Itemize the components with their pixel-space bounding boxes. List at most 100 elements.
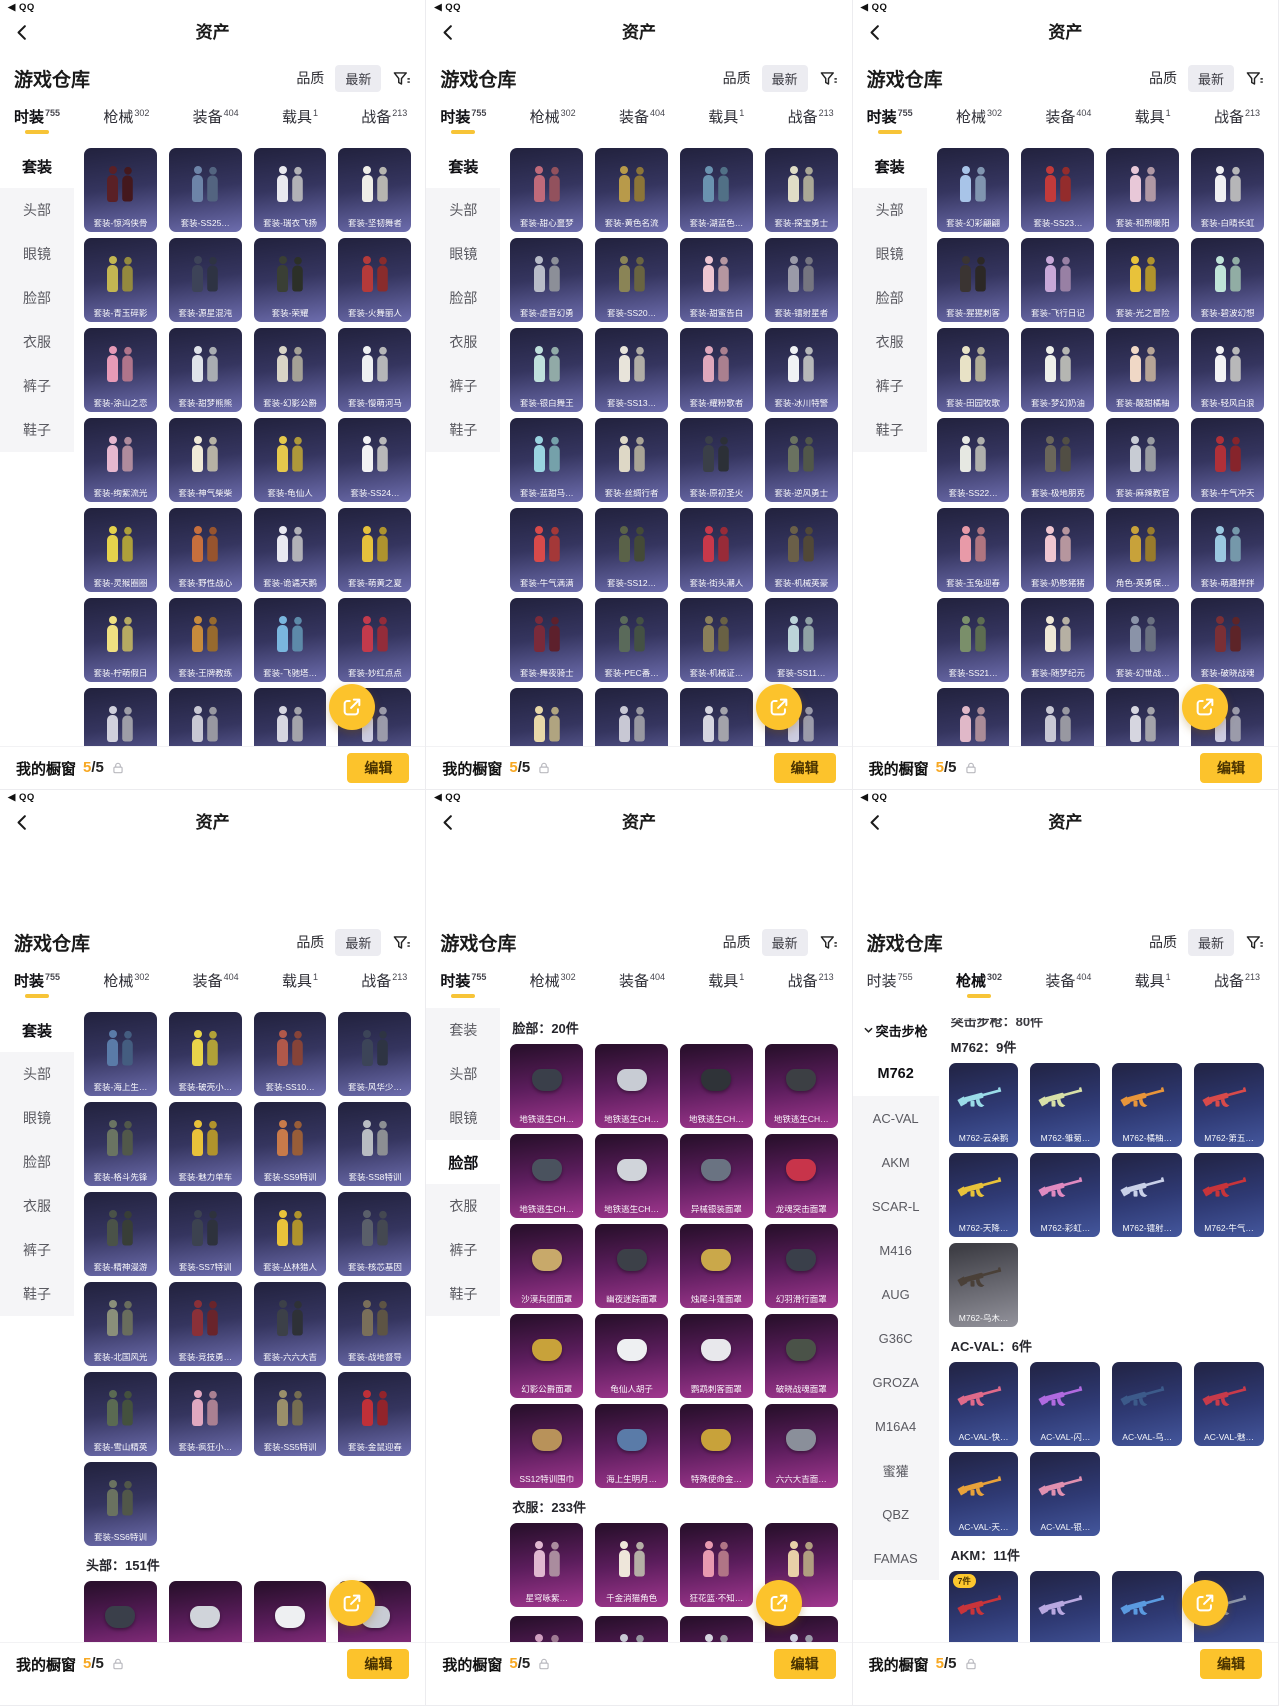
tab-item[interactable]: 时装755 (14, 106, 60, 134)
item-card[interactable]: 套装-源星混沌 (168, 238, 242, 322)
status-qq-return[interactable]: ◀ QQ (434, 792, 462, 803)
item-card[interactable] (1021, 688, 1095, 746)
status-qq-return[interactable]: ◀ QQ (860, 2, 888, 13)
item-card[interactable]: 套装-北国风光 (84, 1282, 157, 1366)
item-card[interactable]: 套装-SS21… (936, 598, 1010, 682)
item-card[interactable]: M762-云朵鹅 (948, 1063, 1019, 1147)
sidebar-item[interactable]: 脸部 (426, 1140, 501, 1184)
item-card[interactable]: 套装-牛气满满 (510, 508, 584, 592)
item-card[interactable]: 套装-SS6特训 (84, 1462, 157, 1546)
item-card[interactable]: M762-雏菊… (1030, 1063, 1101, 1147)
tab-item[interactable]: 战备213 (1214, 106, 1260, 127)
tab-item[interactable]: 战备213 (361, 970, 407, 991)
item-card[interactable] (253, 1581, 327, 1642)
item-card[interactable]: 套装-极地朋克 (1021, 418, 1095, 502)
item-card[interactable]: 套装-和煦暖阳 (1106, 148, 1180, 232)
item-card[interactable]: 套装-精神漫游 (84, 1192, 157, 1276)
item-card[interactable]: 套装-牛气冲天 (1191, 418, 1264, 502)
sidebar-item[interactable]: 突击步枪 (852, 1008, 939, 1052)
item-card[interactable]: AC-VAL-银… (1030, 1452, 1101, 1536)
item-card[interactable]: 套装-PEC番… (595, 598, 668, 682)
item-card[interactable]: 套装-疯狂小… (168, 1372, 242, 1456)
filter-icon[interactable] (392, 69, 411, 88)
sidebar-item[interactable]: 衣服 (0, 1184, 74, 1228)
item-card[interactable]: 套装-湖蓝色… (679, 148, 753, 232)
item-card[interactable]: 套装-SS9特训 (253, 1102, 327, 1186)
item-card[interactable]: 角色-英勇保… (1106, 508, 1180, 592)
sidebar-item[interactable]: G36C (852, 1316, 939, 1360)
item-card[interactable]: 套装-荣耀 (253, 238, 327, 322)
item-card[interactable]: 套装-丛林猎人 (253, 1192, 327, 1276)
tab-item[interactable]: 时装755 (867, 106, 913, 134)
sidebar-item[interactable]: 眼镜 (426, 232, 501, 276)
tab-item[interactable]: 时装755 (867, 970, 913, 991)
item-card[interactable] (679, 1616, 753, 1642)
item-card[interactable]: M762-天降… (948, 1153, 1019, 1237)
tab-item[interactable]: 载具1 (708, 970, 744, 991)
item-card[interactable]: 套装-萌黄之夏 (338, 508, 412, 592)
item-card[interactable]: M762-镭射… (1112, 1153, 1183, 1237)
sidebar-item[interactable]: 眼镜 (426, 1096, 501, 1140)
item-card[interactable]: 套装-战地督导 (338, 1282, 412, 1366)
item-card[interactable]: 套装-SS25… (168, 148, 242, 232)
latest-filter[interactable]: 最新 (761, 928, 808, 956)
item-card[interactable] (510, 688, 584, 746)
sidebar-item[interactable]: 头部 (0, 1052, 74, 1096)
item-card[interactable]: 套装-虚音幻勇 (510, 238, 584, 322)
sidebar-item[interactable]: M16A4 (852, 1404, 939, 1448)
item-card[interactable]: 海上生明月… (595, 1404, 668, 1488)
tab-item[interactable]: 战备213 (788, 970, 834, 991)
item-card[interactable]: 套装-猩猩刺客 (936, 238, 1010, 322)
back-icon[interactable] (439, 813, 458, 832)
tab-item[interactable]: 战备213 (361, 106, 407, 127)
tab-item[interactable]: 时装755 (440, 970, 486, 998)
item-card[interactable]: M762-橘柚… (1112, 1063, 1183, 1147)
sidebar-item[interactable]: 裤子 (852, 364, 927, 408)
tab-item[interactable]: 时装755 (440, 106, 486, 134)
back-icon[interactable] (866, 813, 885, 832)
tab-item[interactable]: 战备213 (1214, 970, 1260, 991)
tab-item[interactable]: 装备404 (1045, 970, 1091, 991)
item-card[interactable]: AC-VAL-乌… (1112, 1362, 1183, 1446)
item-card[interactable]: 7件AKM-星际… (948, 1571, 1019, 1642)
item-card[interactable]: 套装-诡谲天鹅 (253, 508, 327, 592)
item-card[interactable]: 星穹咏紫… (510, 1523, 584, 1607)
item-card[interactable]: 套装-田园牧歌 (936, 328, 1010, 412)
quality-filter[interactable]: 品质 (722, 70, 751, 86)
tab-item[interactable]: 枪械302 (530, 970, 576, 991)
item-card[interactable]: 套装-魅力单车 (168, 1102, 242, 1186)
item-card[interactable]: 套装-瑞衣飞扬 (253, 148, 327, 232)
tab-item[interactable]: 载具1 (282, 970, 318, 991)
sidebar-item[interactable]: 套装 (852, 144, 927, 188)
sidebar-item[interactable]: 脸部 (426, 276, 501, 320)
edit-button[interactable]: 编辑 (773, 753, 836, 783)
item-card[interactable]: 套装-舞夜骑士 (510, 598, 584, 682)
item-card[interactable]: 破晓战魂面罩 (764, 1314, 838, 1398)
item-card[interactable]: AC-VAL-闪… (1030, 1362, 1101, 1446)
item-card[interactable]: 套装-龟仙人 (253, 418, 327, 502)
item-card[interactable] (595, 1616, 668, 1642)
item-card[interactable]: 套装-青玉碎影 (84, 238, 157, 322)
item-card[interactable]: 套装-SS7特训 (168, 1192, 242, 1276)
status-qq-return[interactable]: ◀ QQ (434, 2, 462, 13)
item-card[interactable]: 套装-玉兔迎春 (936, 508, 1010, 592)
item-card[interactable]: 套装-SS20… (595, 238, 668, 322)
item-card[interactable]: M762-牛气… (1194, 1153, 1264, 1237)
item-card[interactable] (510, 1616, 584, 1642)
latest-filter[interactable]: 最新 (761, 64, 808, 92)
tab-item[interactable]: 枪械302 (530, 106, 576, 127)
back-icon[interactable] (13, 813, 32, 832)
item-card[interactable] (253, 688, 327, 746)
item-card[interactable]: 地铁逃生CH… (510, 1134, 584, 1218)
item-card[interactable]: SS12特训围巾 (510, 1404, 584, 1488)
share-button[interactable] (1182, 684, 1228, 730)
sidebar-item[interactable]: 鞋子 (426, 408, 501, 452)
edit-button[interactable]: 编辑 (347, 753, 410, 783)
tab-item[interactable]: 装备404 (193, 106, 239, 127)
sidebar-item[interactable]: 衣服 (0, 320, 74, 364)
item-card[interactable]: 套装-镭射星者 (764, 238, 838, 322)
item-card[interactable]: AKM-赛羽… (1030, 1571, 1101, 1642)
sidebar-item[interactable]: 头部 (852, 188, 927, 232)
item-card[interactable]: 套装-机械英豪 (764, 508, 838, 592)
item-card[interactable]: 地铁逃生CH… (679, 1044, 753, 1128)
